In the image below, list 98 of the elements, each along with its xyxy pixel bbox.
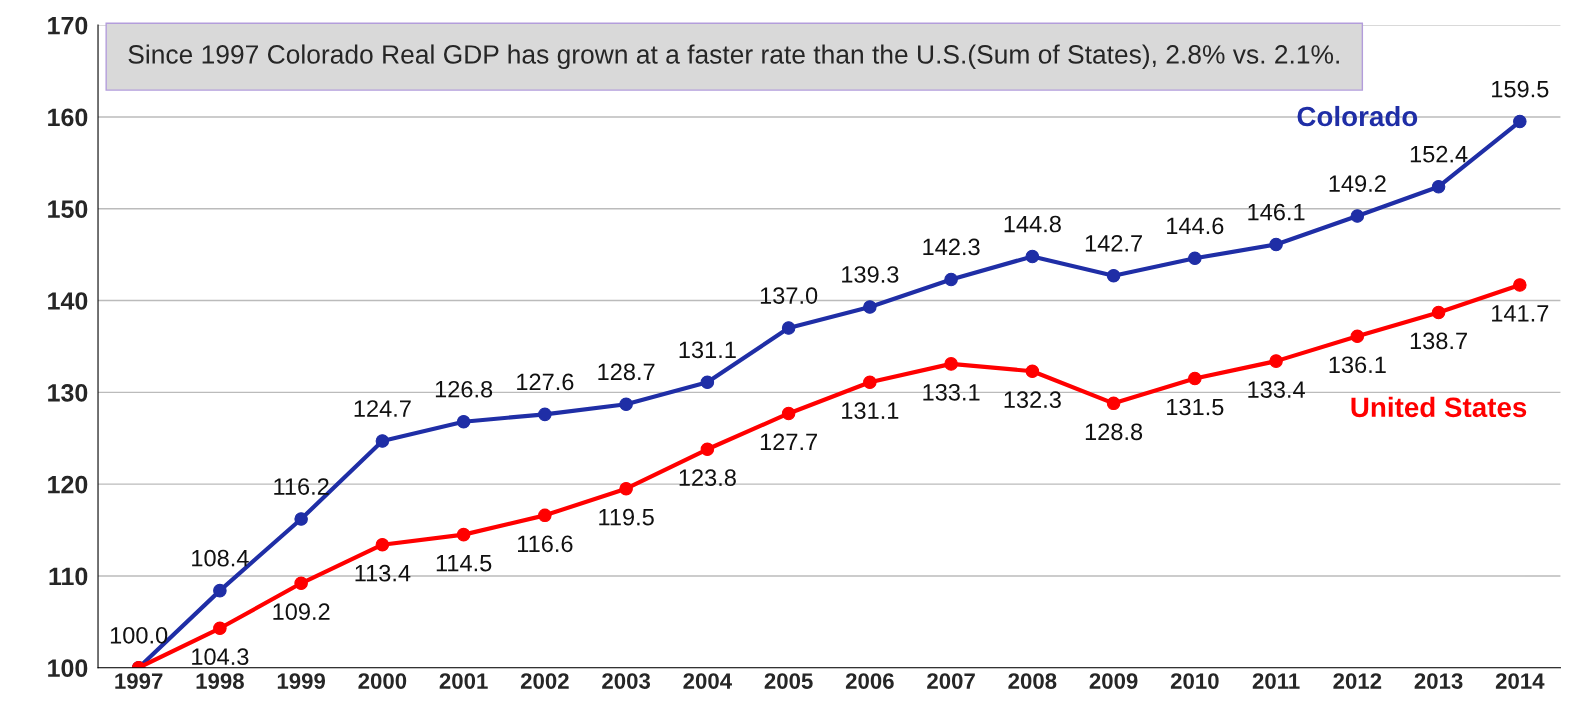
data-label: 127.7 bbox=[760, 433, 817, 451]
point bbox=[1350, 209, 1365, 223]
point bbox=[213, 621, 227, 636]
data-label: 128.7 bbox=[598, 363, 655, 381]
data-label: 119.5 bbox=[599, 508, 654, 526]
data-label: 159.5 bbox=[1492, 80, 1549, 98]
x-tick-label: 1998 bbox=[196, 673, 244, 689]
point bbox=[944, 272, 958, 287]
data-label: 109.2 bbox=[273, 603, 330, 621]
data-label: 133.4 bbox=[1248, 381, 1305, 398]
point bbox=[538, 508, 552, 523]
point bbox=[619, 481, 633, 496]
point bbox=[375, 434, 390, 448]
point bbox=[1431, 305, 1446, 320]
x-tick-label: 2001 bbox=[439, 673, 488, 689]
point bbox=[294, 512, 308, 526]
point bbox=[1106, 396, 1121, 411]
data-label: 137.0 bbox=[760, 287, 818, 304]
data-label: 126.8 bbox=[435, 380, 493, 398]
point bbox=[1106, 268, 1121, 283]
data-label: 128.8 bbox=[1085, 423, 1143, 441]
data-label: 133.1 bbox=[923, 383, 980, 401]
x-tick-label: 1999 bbox=[277, 673, 326, 689]
x-tick-label: 2006 bbox=[845, 673, 894, 689]
data-label: 138.7 bbox=[1410, 332, 1467, 350]
x-tick-label: 2003 bbox=[602, 673, 651, 689]
data-label: 142.7 bbox=[1085, 234, 1142, 252]
x-tick-label: 2008 bbox=[1008, 673, 1057, 689]
y-tick-label: 170 bbox=[48, 16, 88, 35]
x-tick-label: 2005 bbox=[764, 673, 813, 689]
data-label: 127.6 bbox=[517, 373, 574, 391]
x-tick-label: 1997 bbox=[115, 673, 163, 689]
point bbox=[1188, 251, 1202, 266]
x-tick-label: 2014 bbox=[1495, 673, 1545, 689]
point bbox=[294, 576, 308, 591]
series-label: United States bbox=[1351, 396, 1527, 418]
point bbox=[1025, 249, 1040, 264]
point bbox=[944, 357, 958, 371]
point bbox=[375, 537, 390, 552]
data-label: 139.3 bbox=[842, 266, 899, 283]
point bbox=[1025, 364, 1040, 378]
point bbox=[619, 397, 633, 412]
x-tick-label: 2009 bbox=[1089, 673, 1138, 689]
point bbox=[700, 375, 715, 390]
point bbox=[1350, 329, 1365, 344]
y-tick-label: 130 bbox=[48, 383, 88, 402]
point bbox=[456, 527, 471, 542]
x-tick-label: 2013 bbox=[1414, 673, 1463, 689]
data-label: 131.1 bbox=[842, 402, 899, 420]
annotation: Since 1997 Colorado Real GDP has grown at a faster rate than the U.S.(Sum of States), 2.8% vs. 2.1%. bbox=[128, 44, 1339, 70]
data-label: 142.3 bbox=[923, 238, 980, 256]
point bbox=[781, 321, 796, 335]
x-tick-label: 2007 bbox=[927, 673, 975, 689]
y-tick-label: 120 bbox=[48, 475, 88, 494]
data-label: 144.8 bbox=[1004, 215, 1061, 233]
y-tick-label: 110 bbox=[49, 567, 88, 586]
point bbox=[1431, 179, 1446, 194]
x-tick-label: 2012 bbox=[1333, 673, 1382, 689]
point bbox=[213, 583, 227, 598]
point bbox=[538, 407, 552, 422]
data-label: 149.2 bbox=[1329, 175, 1386, 192]
y-tick-label: 140 bbox=[48, 292, 88, 310]
point bbox=[700, 442, 715, 457]
x-tick-label: 2002 bbox=[520, 673, 569, 689]
data-label: 113.4 bbox=[355, 564, 411, 582]
data-label: 131.1 bbox=[679, 341, 736, 359]
x-tick-label: 2000 bbox=[358, 673, 407, 689]
point bbox=[1188, 371, 1202, 386]
data-label: 116.2 bbox=[274, 478, 329, 495]
data-label: 116.6 bbox=[518, 535, 573, 553]
data-label: 136.1 bbox=[1329, 356, 1386, 374]
data-label: 141.7 bbox=[1492, 305, 1549, 322]
point bbox=[863, 300, 877, 314]
point bbox=[1513, 278, 1527, 292]
point bbox=[781, 406, 796, 421]
x-tick-label: 2010 bbox=[1170, 673, 1219, 689]
data-label: 123.8 bbox=[679, 469, 736, 487]
point bbox=[1269, 354, 1283, 368]
data-label: 100.0 bbox=[110, 626, 168, 644]
y-tick-label: 160 bbox=[48, 108, 88, 127]
data-label: 152.4 bbox=[1410, 145, 1468, 163]
x-tick-label: 2004 bbox=[683, 673, 732, 689]
x-tick-label: 2011 bbox=[1252, 673, 1300, 689]
y-tick-label: 150 bbox=[48, 200, 88, 219]
data-label: 146.1 bbox=[1248, 203, 1305, 221]
point bbox=[1269, 237, 1283, 252]
data-label: 124.7 bbox=[354, 400, 411, 417]
point bbox=[456, 414, 471, 429]
text: Colorado bbox=[1297, 105, 1418, 127]
data-label: 131.5 bbox=[1167, 398, 1224, 416]
data-label: 132.3 bbox=[1004, 391, 1061, 409]
y-tick-label: 100 bbox=[48, 659, 88, 678]
data-label: 104.3 bbox=[192, 648, 249, 666]
point bbox=[1513, 114, 1527, 129]
point bbox=[863, 375, 877, 390]
data-label: 114.5 bbox=[436, 554, 492, 572]
data-label: 108.4 bbox=[192, 549, 249, 567]
data-label: 144.6 bbox=[1167, 217, 1224, 235]
